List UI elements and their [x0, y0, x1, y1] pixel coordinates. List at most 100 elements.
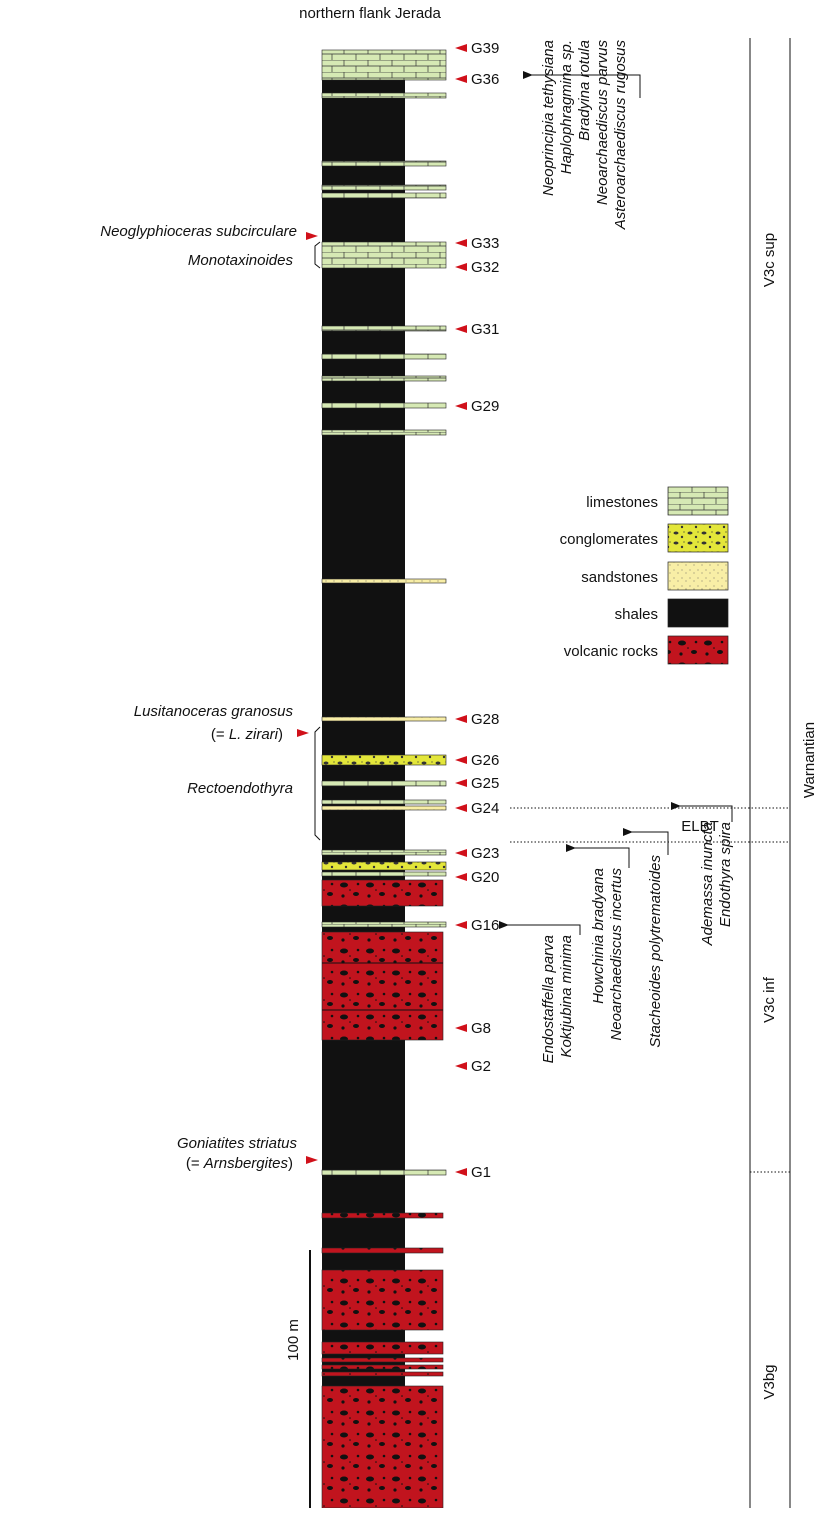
bed	[322, 1248, 443, 1253]
fossil-name: Haplophragmina sp.	[558, 40, 575, 174]
fossil-name: Bradyina rotula	[576, 40, 593, 141]
annotation-part: Monotaxinoides	[188, 252, 294, 269]
bed	[322, 193, 446, 198]
brace	[315, 727, 320, 840]
fossil-name: Ademassa inuncta	[699, 822, 716, 946]
sample-marker	[455, 804, 467, 812]
annotation-part: )	[288, 1155, 293, 1172]
annotation-part: Arnsbergites	[203, 1155, 289, 1172]
sample-marker	[455, 1168, 467, 1176]
annotation: Goniatites striatus	[177, 1135, 298, 1152]
zone-label: V3bg	[761, 1364, 778, 1399]
legend-label: volcanic rocks	[564, 643, 658, 660]
sample-label: G36	[471, 71, 499, 88]
sample-label: G26	[471, 752, 499, 769]
fossil-name: Stacheoides polytrematoides	[647, 855, 664, 1048]
sample-label: G31	[471, 321, 499, 338]
annotation-part: )	[278, 726, 283, 743]
sample-label: G33	[471, 235, 499, 252]
sample-marker	[455, 715, 467, 723]
bed	[322, 755, 446, 765]
annotation: Rectoendothyra	[187, 780, 293, 797]
bed	[322, 430, 446, 435]
annotation-part: Lusitanoceras granosus	[134, 703, 294, 720]
annotation-part: Goniatites striatus	[177, 1135, 298, 1152]
annotation-part: L. zirari	[229, 726, 279, 743]
sample-label: G32	[471, 259, 499, 276]
annotation-part: (=	[211, 726, 229, 743]
scale-label: 100 m	[285, 1319, 302, 1361]
sample-label: G25	[471, 775, 499, 792]
legend-swatch	[668, 487, 728, 515]
bed	[322, 862, 446, 870]
bed	[322, 354, 446, 359]
column	[322, 50, 446, 1508]
fossil-name: Asteroarchaediscus rugosus	[612, 40, 629, 231]
sample-label: G20	[471, 869, 499, 886]
sample-label: G23	[471, 845, 499, 862]
sample-marker	[455, 263, 467, 271]
bed	[322, 806, 446, 810]
sample-marker	[455, 44, 467, 52]
stage-label: Warnantian	[801, 722, 818, 798]
bed	[322, 922, 446, 927]
bed	[322, 717, 446, 721]
stratigraphic-column: G39G36G33G32G31G29G28G26G25G24G23G20G16G…	[0, 0, 818, 1508]
annotation-part: Rectoendothyra	[187, 780, 293, 797]
bed	[322, 161, 446, 166]
title: northern flank Jerada	[299, 5, 441, 22]
zone-label: V3c sup	[761, 233, 778, 287]
legend-label: shales	[615, 606, 658, 623]
sample-label: G8	[471, 1020, 491, 1037]
bed	[322, 872, 446, 876]
zone-label: V3c inf	[761, 976, 778, 1023]
legend-label: sandstones	[581, 569, 658, 586]
sample-marker	[455, 75, 467, 83]
sample-marker	[455, 779, 467, 787]
fossil-name: Neoarchaediscus parvus	[594, 40, 611, 206]
fossil-name: Koktjubina minima	[558, 935, 575, 1058]
sample-label: G29	[471, 398, 499, 415]
legend-label: conglomerates	[560, 531, 658, 548]
sample-marker	[455, 921, 467, 929]
sample-marker	[455, 1024, 467, 1032]
bed	[322, 1213, 443, 1218]
annotation: Lusitanoceras granosus	[134, 703, 294, 720]
annotation-part: (=	[186, 1155, 204, 1172]
sample-marker	[455, 756, 467, 764]
fossil-name: Howchinia bradyana	[590, 868, 607, 1004]
fossil-marker	[297, 729, 309, 737]
legend-swatch	[668, 524, 728, 552]
annotation: Neoglyphioceras subcirculare	[100, 223, 297, 240]
range-arrow	[508, 925, 580, 935]
fossil-marker	[306, 232, 318, 240]
bed	[322, 1358, 443, 1362]
annotation: Monotaxinoides	[188, 252, 294, 269]
sample-label: G39	[471, 40, 499, 57]
sample-marker	[455, 1062, 467, 1070]
bed	[322, 850, 446, 855]
annotation-part: Neoglyphioceras subcirculare	[100, 223, 297, 240]
bed	[322, 1342, 443, 1354]
sample-label: G28	[471, 711, 499, 728]
sample-marker	[455, 873, 467, 881]
fossil-name: Endothyra spira	[717, 822, 734, 927]
bed	[322, 50, 446, 80]
bed	[322, 185, 446, 190]
fossil-name: Neoprincipia tethysiana	[540, 40, 557, 196]
range-arrow	[575, 848, 629, 868]
bed	[322, 781, 446, 786]
bed	[322, 880, 443, 906]
sample-label: G2	[471, 1058, 491, 1075]
brace	[315, 242, 320, 268]
zone-label: ELBT	[681, 818, 719, 835]
labels: G39G36G33G32G31G29G28G26G25G24G23G20G16G…	[100, 5, 818, 1508]
bed	[322, 1386, 443, 1508]
range-arrow	[632, 832, 668, 855]
bed	[322, 93, 446, 98]
legend-label: limestones	[586, 494, 658, 511]
bed	[322, 376, 446, 381]
fossil-name: Endostaffella parva	[540, 935, 557, 1063]
fossil-name: Neoarchaediscus incertus	[608, 868, 625, 1041]
bed	[322, 1365, 443, 1369]
